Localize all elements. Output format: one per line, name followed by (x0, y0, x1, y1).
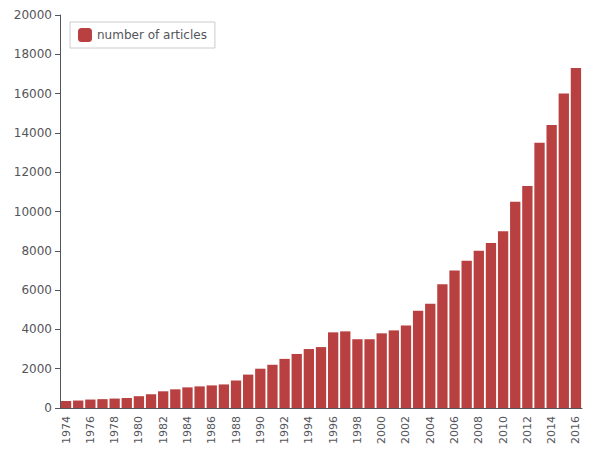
svg-text:1990: 1990 (254, 416, 267, 444)
svg-text:0: 0 (44, 401, 52, 415)
svg-text:14000: 14000 (14, 126, 52, 140)
svg-text:1984: 1984 (181, 416, 194, 444)
svg-text:2014: 2014 (545, 416, 558, 444)
svg-text:10000: 10000 (14, 205, 52, 219)
svg-text:2000: 2000 (21, 362, 52, 376)
svg-text:1980: 1980 (132, 416, 145, 444)
svg-text:2006: 2006 (448, 416, 461, 444)
svg-text:1982: 1982 (157, 416, 170, 444)
svg-text:2002: 2002 (399, 416, 412, 444)
svg-text:2000: 2000 (375, 416, 388, 444)
svg-text:1998: 1998 (351, 416, 364, 444)
svg-text:1988: 1988 (230, 416, 243, 444)
svg-text:8000: 8000 (21, 244, 52, 258)
svg-text:4000: 4000 (21, 322, 52, 336)
svg-text:18000: 18000 (14, 47, 52, 61)
svg-text:2012: 2012 (521, 416, 534, 444)
svg-text:1978: 1978 (108, 416, 121, 444)
svg-text:number of articles: number of articles (97, 28, 207, 42)
svg-text:12000: 12000 (14, 165, 52, 179)
svg-text:1994: 1994 (302, 416, 315, 444)
svg-text:2010: 2010 (497, 416, 510, 444)
svg-text:1974: 1974 (60, 416, 73, 444)
svg-text:20000: 20000 (14, 8, 52, 22)
svg-text:1976: 1976 (84, 416, 97, 444)
svg-text:2016: 2016 (569, 416, 582, 444)
svg-text:1992: 1992 (278, 416, 291, 444)
svg-text:16000: 16000 (14, 87, 52, 101)
svg-text:2004: 2004 (424, 416, 437, 444)
svg-text:2008: 2008 (472, 416, 485, 444)
svg-text:6000: 6000 (21, 283, 52, 297)
svg-text:1986: 1986 (205, 416, 218, 444)
svg-text:1996: 1996 (327, 416, 340, 444)
